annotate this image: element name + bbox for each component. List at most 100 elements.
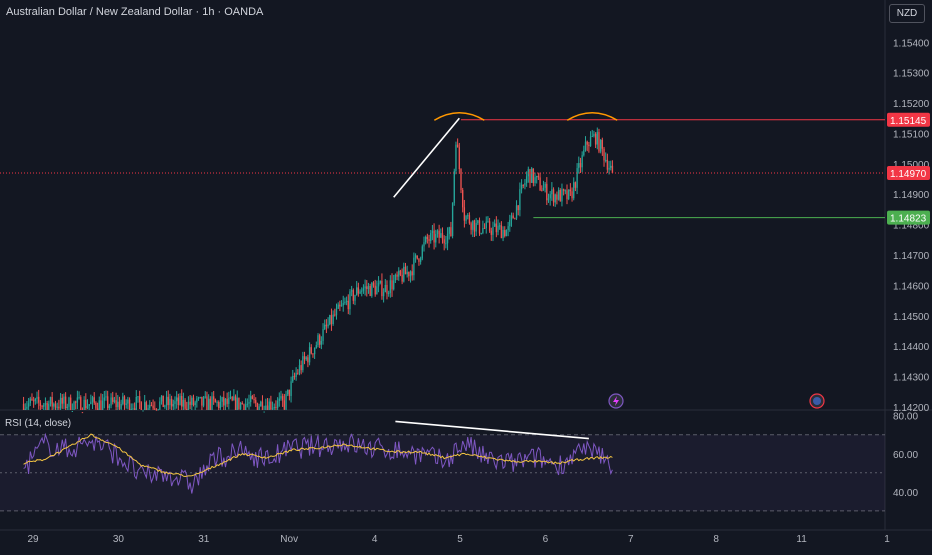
candle-body[interactable] [167, 396, 169, 405]
candle-body[interactable] [271, 408, 274, 410]
candle-body[interactable] [329, 315, 331, 325]
candle-body[interactable] [283, 400, 286, 410]
candle-body[interactable] [413, 257, 415, 276]
candle-body[interactable] [431, 230, 434, 234]
candle-body[interactable] [408, 271, 410, 277]
candle-body[interactable] [460, 169, 462, 191]
candle-body[interactable] [556, 194, 558, 200]
annotation-layer[interactable] [0, 111, 885, 440]
candle-body[interactable] [51, 397, 53, 407]
candle-body[interactable] [332, 314, 334, 325]
candle-body[interactable] [601, 139, 604, 149]
candle-body[interactable] [300, 365, 302, 371]
candle-body[interactable] [24, 408, 26, 410]
candle-body[interactable] [224, 398, 227, 406]
candle-body[interactable] [229, 397, 232, 399]
candle-body[interactable] [91, 397, 94, 402]
candle-body[interactable] [492, 226, 494, 235]
candle-body[interactable] [241, 402, 243, 405]
candle-body[interactable] [297, 372, 299, 374]
candle-body[interactable] [221, 397, 223, 402]
candle-body[interactable] [71, 410, 74, 412]
candle-body[interactable] [290, 381, 292, 396]
candle-body[interactable] [292, 376, 294, 382]
candle-body[interactable] [398, 270, 400, 277]
candle-body[interactable] [56, 406, 58, 408]
candle-body[interactable] [430, 233, 432, 241]
candle-body[interactable] [98, 400, 100, 410]
candle-body[interactable] [43, 405, 45, 407]
candle-body[interactable] [536, 176, 538, 178]
candle-body[interactable] [105, 396, 107, 398]
candle-body[interactable] [473, 220, 476, 232]
candle-body[interactable] [39, 402, 42, 407]
candle-body[interactable] [27, 403, 30, 407]
candle-body[interactable] [201, 396, 203, 406]
candle-body[interactable] [456, 144, 459, 148]
candle-body[interactable] [549, 194, 551, 199]
candle-body[interactable] [340, 305, 343, 307]
candle-body[interactable] [393, 280, 395, 290]
candle-body[interactable] [308, 347, 311, 363]
candle-body[interactable] [246, 403, 249, 405]
currency-badge[interactable]: NZD [889, 4, 925, 23]
candle-body[interactable] [213, 396, 215, 400]
candle-body[interactable] [401, 274, 403, 282]
candle-body[interactable] [371, 282, 373, 296]
candle-body[interactable] [450, 227, 452, 237]
candle-body[interactable] [276, 400, 279, 409]
candle-body[interactable] [359, 291, 361, 294]
candle-body[interactable] [379, 280, 381, 284]
candle-body[interactable] [605, 159, 607, 161]
candle-body[interactable] [192, 397, 195, 406]
candle-body[interactable] [80, 397, 82, 410]
candle-body[interactable] [591, 136, 593, 138]
candle-body[interactable] [155, 409, 158, 411]
candle-body[interactable] [419, 258, 422, 262]
candle-body[interactable] [88, 404, 90, 407]
candle-body[interactable] [145, 402, 148, 410]
candle-body[interactable] [118, 401, 121, 409]
candle-body[interactable] [142, 410, 144, 412]
candle-body[interactable] [320, 340, 323, 345]
candle-body[interactable] [164, 405, 166, 408]
candle-body[interactable] [581, 155, 583, 168]
candle-body[interactable] [137, 396, 139, 398]
candle-body[interactable] [298, 365, 301, 373]
candle-body[interactable] [504, 229, 506, 237]
lightning-event-icon[interactable] [608, 393, 624, 409]
candle-body[interactable] [234, 396, 237, 410]
rsi-trendline[interactable] [395, 420, 589, 440]
candle-body[interactable] [443, 239, 445, 244]
candle-body[interactable] [377, 283, 380, 287]
candle-body[interactable] [409, 271, 412, 277]
candle-body[interactable] [515, 205, 518, 219]
candle-body[interactable] [181, 395, 183, 407]
candle-body[interactable] [273, 406, 275, 409]
candle-body[interactable] [162, 395, 164, 408]
candle-body[interactable] [571, 191, 573, 199]
candle-body[interactable] [184, 399, 186, 409]
candle-body[interactable] [599, 139, 602, 152]
candle-body[interactable] [611, 165, 614, 173]
candle-body[interactable] [266, 405, 269, 410]
candle-body[interactable] [130, 408, 132, 410]
candle-body[interactable] [344, 301, 346, 304]
candle-body[interactable] [31, 398, 33, 401]
candle-body[interactable] [48, 403, 50, 410]
candle-body[interactable] [182, 399, 185, 407]
double-top-arc[interactable] [433, 111, 485, 121]
candle-body[interactable] [100, 400, 102, 410]
candle-body[interactable] [233, 396, 235, 401]
candle-body[interactable] [86, 406, 89, 409]
event-icon-layer[interactable] [608, 393, 825, 409]
candle-body[interactable] [128, 399, 131, 410]
candle-body[interactable] [255, 400, 257, 404]
candle-body[interactable] [497, 225, 499, 233]
candle-body[interactable] [477, 220, 479, 224]
candle-body[interactable] [90, 401, 92, 405]
candle-body[interactable] [117, 401, 119, 408]
candle-body[interactable] [211, 396, 213, 410]
candle-body[interactable] [462, 190, 464, 208]
candle-body[interactable] [495, 223, 498, 233]
